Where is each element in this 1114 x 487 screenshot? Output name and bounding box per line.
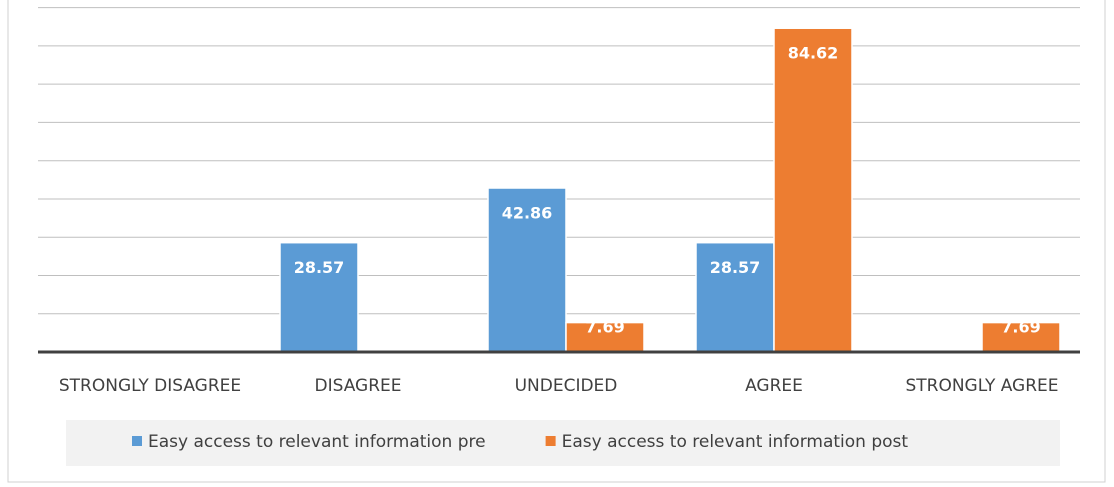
value-label: 7.69 [1001, 318, 1040, 337]
x-tick-label: AGREE [745, 376, 803, 396]
x-tick-label: STRONGLY AGREE [905, 376, 1058, 396]
bar [279, 241, 359, 353]
value-label: 0 [937, 318, 948, 337]
legend-label: Easy access to relevant information pre [148, 432, 486, 452]
value-label: 7.69 [585, 318, 624, 337]
legend-label: Easy access to relevant information post [562, 432, 909, 452]
legend-swatch [545, 436, 556, 446]
value-label: 28.57 [294, 258, 345, 277]
value-label: 28.57 [710, 258, 761, 277]
bar [773, 27, 853, 353]
bar [487, 187, 567, 353]
value-label: 0 [105, 318, 116, 337]
value-label: 42.86 [502, 204, 553, 223]
legend-swatch [132, 436, 142, 446]
value-label: 0 [391, 318, 402, 337]
bar [981, 321, 1061, 353]
value-label: 84.62 [788, 44, 839, 63]
x-tick-label: DISAGREE [314, 376, 401, 396]
legend-box [66, 420, 1060, 466]
value-label: 0 [183, 318, 194, 337]
x-tick-label: UNDECIDED [515, 376, 618, 396]
x-tick-label: STRONGLY DISAGREE [59, 376, 241, 396]
bar [565, 321, 645, 353]
